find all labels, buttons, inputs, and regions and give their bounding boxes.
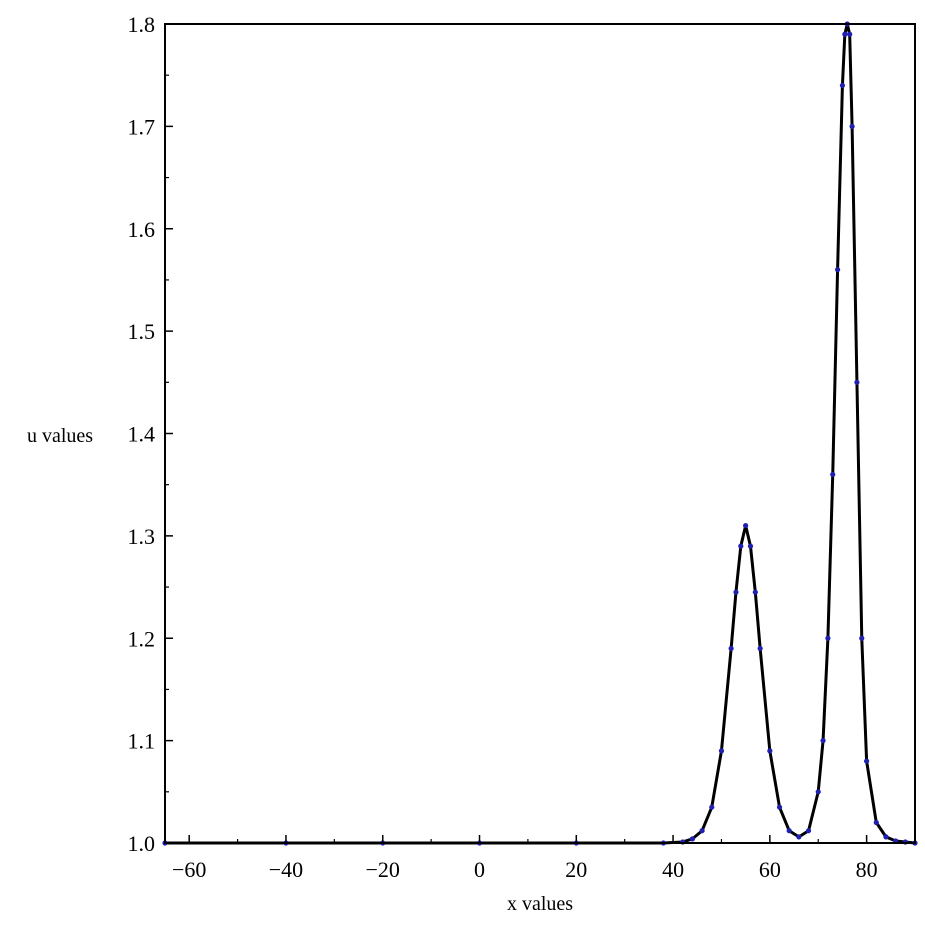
data-point: [718, 748, 725, 754]
data-point: [767, 748, 773, 754]
data-point: [733, 589, 739, 595]
data-point: [786, 828, 792, 834]
data-point: [815, 789, 821, 795]
tick-layer: −60 −40 −20 0 20 40 60 80 1.0 1.1 1.2 1.3 1.4 1.5 1.6 1…: [128, 12, 878, 882]
data-point: [738, 543, 744, 549]
data-point: [839, 82, 846, 89]
x-axis-title: x values: [507, 893, 573, 915]
data-point: [834, 267, 841, 273]
x-tick-label: 80: [856, 857, 878, 882]
series-line: [165, 22, 916, 845]
data-point: [883, 834, 889, 840]
data-point: [820, 738, 826, 744]
data-point: [743, 523, 749, 529]
y-tick-label: 1.5: [128, 319, 156, 344]
y-tick-label: 1.1: [128, 729, 156, 754]
y-tick-label: 1.0: [128, 831, 156, 856]
y-tick-label: 1.7: [128, 114, 156, 139]
data-point: [747, 543, 754, 549]
y-axis-title: u values: [27, 425, 93, 447]
data-point: [849, 123, 855, 129]
data-point: [842, 31, 848, 37]
y-tick-label: 1.6: [128, 217, 156, 242]
data-point: [776, 804, 783, 810]
x-tick-label: 40: [662, 857, 684, 882]
x-tick-label: −60: [172, 857, 206, 882]
data-point: [854, 379, 860, 385]
data-point: [752, 589, 758, 595]
y-tick-label: 1.3: [128, 524, 156, 549]
data-point: [859, 635, 865, 641]
data-point: [825, 635, 831, 641]
data-point: [699, 828, 705, 834]
series-layer: [162, 21, 918, 846]
data-point: [864, 758, 870, 764]
x-tick-label: 20: [565, 857, 587, 882]
x-tick-label: 0: [474, 857, 485, 882]
x-tick-label: −20: [366, 857, 400, 882]
plot-frame: [164, 23, 916, 844]
data-point: [830, 471, 836, 478]
data-point: [757, 645, 763, 652]
data-point: [805, 828, 812, 834]
y-tick-label: 1.4: [128, 422, 156, 447]
y-tick-label: 1.8: [128, 12, 156, 37]
data-point: [728, 645, 734, 652]
x-tick-label: −40: [269, 857, 303, 882]
x-tick-label: 60: [759, 857, 781, 882]
data-point: [709, 804, 715, 810]
y-tick-label: 1.2: [128, 626, 156, 651]
data-point: [847, 31, 853, 37]
data-point: [873, 819, 879, 826]
data-point: [689, 836, 696, 842]
data-point: [796, 834, 802, 840]
